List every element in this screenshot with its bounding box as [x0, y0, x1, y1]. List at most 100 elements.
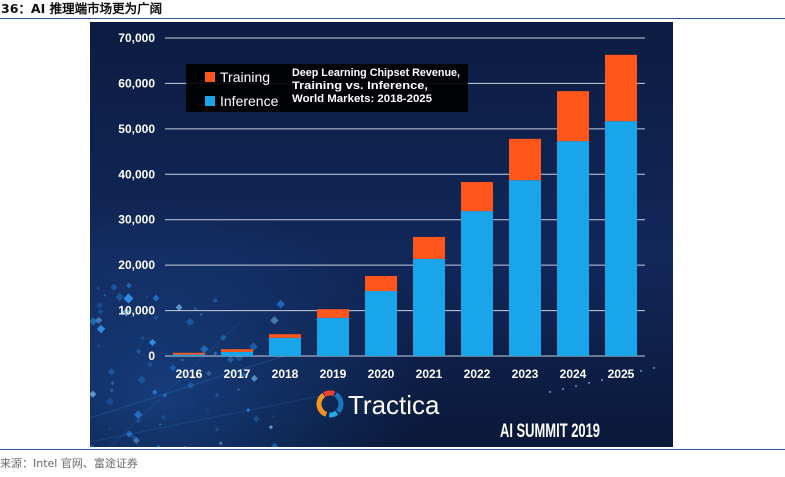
- decorative-particle: [97, 344, 101, 348]
- decorative-particle: [219, 334, 227, 342]
- bar-training-2022: [461, 182, 493, 212]
- decorative-dot: [574, 384, 578, 388]
- legend: Training Inference Deep Learning Chipset…: [186, 64, 468, 112]
- decorative-particle: [276, 299, 285, 309]
- decorative-particle: [160, 414, 167, 421]
- decorative-particle: [145, 295, 149, 298]
- tractica-wordmark: Tractica: [348, 390, 440, 420]
- decorative-particle: [110, 283, 118, 291]
- legend-swatch-inference: [205, 96, 215, 106]
- chart-title-line-2: Training vs. Inference,: [292, 80, 428, 92]
- y-axis-labels: 0 10,000 20,000 30,000 40,000 50,000 60,000 70,…: [118, 31, 155, 363]
- decorative-dot: [600, 378, 604, 382]
- decorative-particle: [148, 338, 157, 347]
- decorative-streak: [90, 393, 331, 443]
- decorative-particle: [151, 389, 158, 396]
- y-tick-label: 20,000: [118, 258, 155, 272]
- decorative-particle: [270, 316, 279, 325]
- x-tick-label: 2019: [320, 367, 347, 381]
- decorative-particle: [152, 294, 160, 302]
- decorative-particle: [218, 441, 223, 446]
- x-tick-label: 2020: [368, 367, 395, 381]
- bar-training-2016: [173, 352, 205, 355]
- decorative-particle: [108, 427, 112, 431]
- decorative-dot: [626, 372, 630, 376]
- bar-training-2021: [413, 236, 445, 259]
- decorative-particle: [158, 423, 162, 426]
- decorative-particle: [183, 445, 186, 447]
- decorative-particles: [90, 282, 656, 447]
- bar-inference-2018: [269, 337, 301, 356]
- decorative-particle: [90, 390, 97, 398]
- decorative-dot: [561, 387, 565, 391]
- decorative-particle: [200, 344, 209, 354]
- decorative-dot: [613, 375, 617, 379]
- decorative-particle: [133, 410, 143, 419]
- event-name: AI SUMMIT 2019: [500, 421, 600, 442]
- legend-box: [186, 64, 468, 112]
- decorative-particle: [175, 303, 183, 311]
- bar-inference-2020: [365, 291, 397, 356]
- y-tick-label: 50,000: [118, 122, 155, 136]
- decorative-particle: [271, 442, 279, 447]
- decorative-particle: [206, 370, 212, 377]
- decorative-particle: [115, 292, 124, 302]
- x-tick-label: 2021: [416, 367, 443, 381]
- decorative-dot: [548, 390, 552, 394]
- bar-inference-2022: [461, 211, 493, 356]
- x-tick-label: 2023: [512, 367, 539, 381]
- figure-title: 36：AI 推理端市场更为广阔: [1, 1, 163, 16]
- legend-label-inference: Inference: [220, 93, 279, 109]
- decorative-particle: [90, 317, 98, 326]
- decorative-particle: [107, 368, 115, 376]
- bar-inference-2024: [557, 141, 589, 356]
- bar-training-2020: [365, 276, 397, 292]
- decorative-particle: [250, 374, 258, 382]
- chart-svg: 0 10,000 20,000 30,000 40,000 50,000 60,000 70,…: [90, 22, 673, 447]
- decorative-particle: [249, 342, 258, 351]
- tractica-logo: Tractica: [316, 390, 440, 420]
- bar-inference-2023: [509, 180, 541, 356]
- decorative-particle: [212, 297, 219, 304]
- y-tick-label: 40,000: [118, 167, 155, 181]
- decorative-particle: [105, 397, 115, 406]
- legend-label-training: Training: [220, 69, 270, 85]
- chart-image: 0 10,000 20,000 30,000 40,000 50,000 60,000 70,…: [90, 22, 673, 447]
- source-note: 来源：Intel 官网、富途证券: [0, 457, 138, 470]
- x-tick-label: 2025: [608, 367, 635, 381]
- decorative-dot: [639, 369, 643, 373]
- bar-training-2025: [605, 54, 637, 122]
- decorative-particle: [125, 430, 133, 438]
- x-tick-label: 2017: [224, 367, 251, 381]
- bar-inference-2016: [173, 354, 205, 356]
- y-tick-label: 70,000: [118, 31, 155, 45]
- decorative-particle: [153, 314, 159, 321]
- decorative-particle: [240, 372, 247, 378]
- y-tick-label: 30,000: [118, 213, 155, 227]
- decorative-particle: [193, 306, 198, 312]
- decorative-particle: [246, 407, 251, 413]
- bar-inference-2017: [221, 351, 253, 356]
- stacked-bars: [173, 54, 637, 357]
- y-tick-label: 10,000: [118, 304, 155, 318]
- bar-training-2024: [557, 91, 589, 142]
- x-tick-label: 2024: [560, 367, 587, 381]
- decorative-streak: [90, 353, 291, 419]
- decorative-particle: [121, 308, 131, 317]
- decorative-dot: [587, 381, 591, 385]
- bar-inference-2025: [605, 121, 637, 357]
- decorative-particle: [199, 313, 203, 316]
- bar-inference-2021: [413, 258, 445, 356]
- x-axis-labels: 2016 2017 2018 2019 2020 2021 2022 2023 2024 2025: [176, 367, 635, 381]
- logo-arc-orange: [316, 390, 344, 418]
- bar-training-2017: [221, 349, 253, 352]
- decorative-particle: [180, 358, 184, 362]
- decorative-particle: [103, 293, 107, 297]
- decorative-particle: [96, 301, 104, 309]
- x-tick-label: 2022: [464, 367, 491, 381]
- decorative-particle: [155, 445, 162, 447]
- decorative-particle: [99, 318, 102, 321]
- bar-training-2023: [509, 138, 541, 181]
- legend-swatch-training: [205, 72, 215, 82]
- logo-arc-red: [316, 390, 344, 418]
